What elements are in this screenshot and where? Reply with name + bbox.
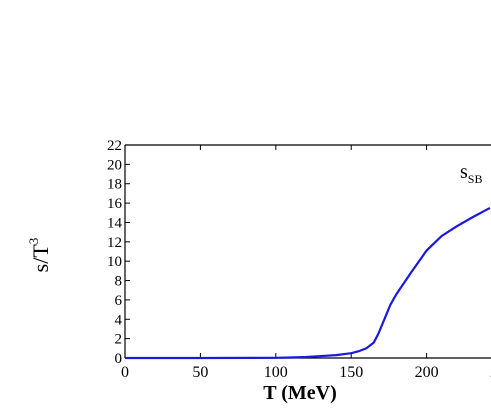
- axes-frame: [124, 144, 491, 359]
- x-tick-label: 150: [339, 364, 363, 381]
- y-label-sup: 3: [26, 238, 41, 245]
- y-axis-label-group: s/T3: [26, 238, 53, 273]
- y-tick-label: 8: [115, 274, 123, 290]
- y-tick-label: 14: [107, 215, 123, 231]
- y-tick-label: 16: [107, 196, 123, 212]
- annotation-main: s: [460, 161, 468, 183]
- y-tick-label: 22: [107, 138, 122, 154]
- x-tick-label: 200: [415, 364, 439, 381]
- y-tick-label: 4: [115, 312, 123, 328]
- y-axis-label: s/T3: [26, 238, 53, 273]
- y-label-main: s/T: [28, 244, 53, 273]
- x-tick-label: 50: [192, 364, 208, 381]
- y-tick-label: 0: [115, 351, 123, 367]
- annotation-sub: SB: [468, 172, 483, 186]
- annotation: sSB: [460, 161, 482, 186]
- y-tick-label: 20: [107, 157, 122, 173]
- y-tick-label: 6: [115, 293, 123, 309]
- y-tick-label: 12: [107, 235, 122, 251]
- y-tick-label: 2: [115, 332, 123, 348]
- y-tick-label: 18: [107, 177, 122, 193]
- x-axis-label: T (MeV): [263, 382, 337, 404]
- x-tick-label: 100: [264, 364, 288, 381]
- x-tick-label: 0: [121, 364, 129, 381]
- y-tick-label: 10: [107, 254, 122, 270]
- data-line: [125, 206, 491, 360]
